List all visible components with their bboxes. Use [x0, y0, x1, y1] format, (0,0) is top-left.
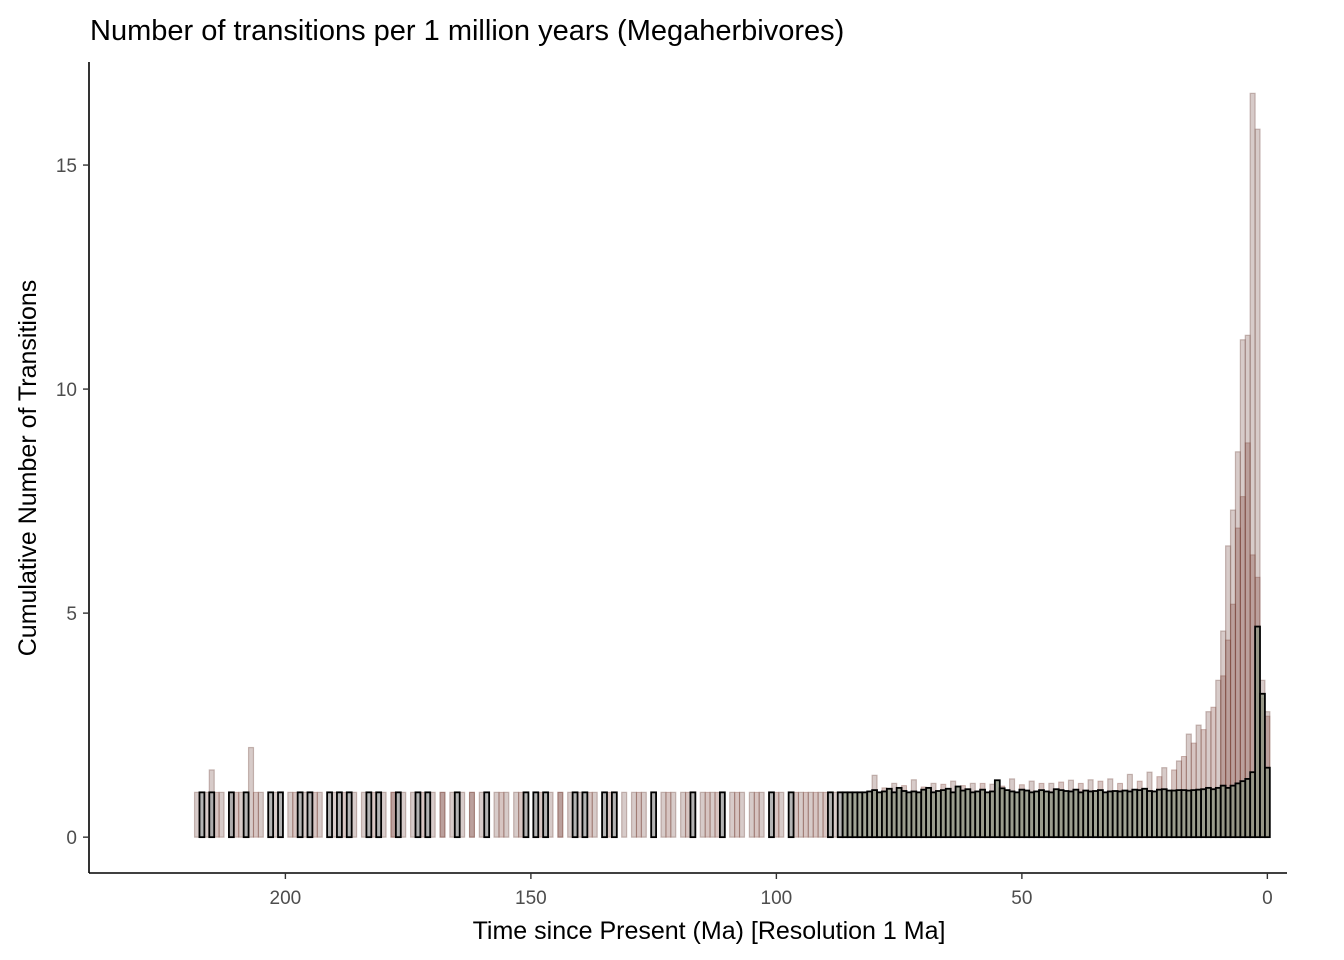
y-tick-label: 15 — [56, 156, 77, 177]
axes — [88, 62, 1287, 874]
bar-replicate-light-43 — [748, 791, 755, 838]
bar-replicate-light-40 — [709, 791, 716, 838]
bar-replicate-light-39 — [699, 791, 706, 838]
bar-outlined-2 — [228, 791, 235, 839]
bar-outlined-12 — [375, 791, 383, 839]
bar-outlined-23 — [601, 791, 608, 839]
y-axis-title: Cumulative Number of Transitions — [14, 280, 42, 657]
x-axis-title: Time since Present (Ma) [Resolution 1 Ma… — [473, 917, 946, 945]
bar-replicate-light-25 — [493, 791, 500, 838]
x-tick-label: 150 — [515, 888, 547, 909]
bar-replicate-dark-20 — [704, 791, 711, 838]
bar-replicate-dark-2 — [252, 791, 259, 838]
bar-replicate-dark-17 — [635, 791, 642, 838]
bar-replicate-light-32 — [591, 791, 598, 838]
bar-replicate-dark-22 — [734, 791, 741, 838]
bar-outlined-7 — [306, 791, 314, 839]
bar-replicate-light-23 — [468, 791, 476, 838]
x-tick-label: 0 — [1262, 888, 1273, 909]
bar-replicate-light-20 — [439, 791, 446, 838]
bar-outlined-24 — [611, 791, 618, 839]
x-tick-label: 200 — [270, 888, 302, 909]
bar-replicate-light-41 — [729, 791, 736, 838]
bar-replicate-light-47 — [807, 791, 814, 838]
bar-outlined-0 — [198, 791, 206, 839]
bar-replicate-light-35 — [640, 791, 647, 838]
bar-replicate-light-9 — [287, 791, 294, 838]
bars-layer — [193, 92, 1271, 839]
bar-outlined-117 — [1259, 692, 1266, 839]
bar-outlined-20 — [542, 791, 549, 839]
bar-outlined-1 — [208, 791, 216, 839]
bar-outlined-21 — [571, 791, 579, 839]
bar-outlined-14 — [414, 791, 422, 839]
bar-outlined-29 — [787, 791, 795, 839]
bar-replicate-light-48 — [817, 791, 824, 838]
chart-title: Number of transitions per 1 million year… — [90, 15, 844, 47]
bar-outlined-13 — [394, 791, 402, 839]
bar-replicate-light-34 — [630, 791, 638, 838]
bar-replicate-light-44 — [758, 791, 765, 838]
bar-outlined-17 — [483, 791, 491, 839]
x-ticks: 200 150 100 50 0 — [270, 873, 1273, 909]
bar-replicate-light-7 — [257, 791, 264, 838]
bar-outlined-15 — [424, 791, 432, 839]
bar-outlined-6 — [296, 791, 304, 839]
bar-replicate-light-3 — [218, 791, 225, 838]
bar-outlined-3 — [242, 791, 250, 839]
bar-replicate-dark-14 — [557, 791, 564, 838]
bar-outlined-25 — [650, 791, 657, 839]
bar-outlined-26 — [689, 791, 697, 839]
bar-replicate-dark-23 — [753, 791, 760, 838]
bar-replicate-light-27 — [513, 791, 520, 838]
bar-outlined-11 — [365, 791, 373, 839]
y-tick-label: 10 — [56, 380, 77, 401]
y-tick-label: 0 — [66, 828, 77, 849]
bar-outlined-22 — [581, 791, 589, 839]
bar-replicate-dark-18 — [665, 791, 672, 838]
bar-replicate-dark-11 — [498, 791, 505, 838]
bar-replicate-light-36 — [660, 791, 667, 838]
x-tick-label: 50 — [1011, 888, 1032, 909]
bar-outlined-10 — [345, 791, 353, 839]
bar-replicate-dark-10 — [469, 791, 475, 838]
bar-replicate-light-42 — [738, 791, 746, 838]
y-ticks: 0 5 10 15 — [56, 156, 89, 849]
bar-outlined-18 — [522, 791, 530, 839]
bar-replicate-light-11 — [316, 791, 323, 838]
bar-replicate-light-38 — [680, 791, 687, 838]
bar-replicate-light-45 — [778, 791, 785, 838]
bar-replicate-dark-26 — [802, 791, 809, 838]
bar-outlined-30 — [827, 791, 834, 839]
bar-outlined-28 — [768, 791, 775, 839]
bar-replicate-light-26 — [503, 791, 510, 838]
bar-outlined-5 — [277, 791, 284, 839]
bar-replicate-light-33 — [621, 791, 628, 838]
bar-outlined-9 — [336, 791, 343, 839]
bar-replicate-dark-9 — [439, 791, 446, 838]
bar-replicate-light-29 — [557, 791, 564, 838]
y-tick-label: 5 — [66, 604, 77, 625]
x-tick-label: 100 — [761, 888, 793, 909]
bar-outlined-27 — [719, 791, 726, 839]
bar-outlined-8 — [326, 791, 333, 839]
bar-replicate-dark-27 — [812, 791, 819, 838]
bar-outlined-118 — [1264, 766, 1271, 839]
bar-replicate-light-46 — [797, 791, 804, 838]
bar-replicate-light-37 — [670, 791, 677, 838]
bar-outlined-4 — [267, 791, 275, 839]
bar-outlined-16 — [453, 791, 461, 839]
bar-outlined-19 — [532, 791, 540, 839]
